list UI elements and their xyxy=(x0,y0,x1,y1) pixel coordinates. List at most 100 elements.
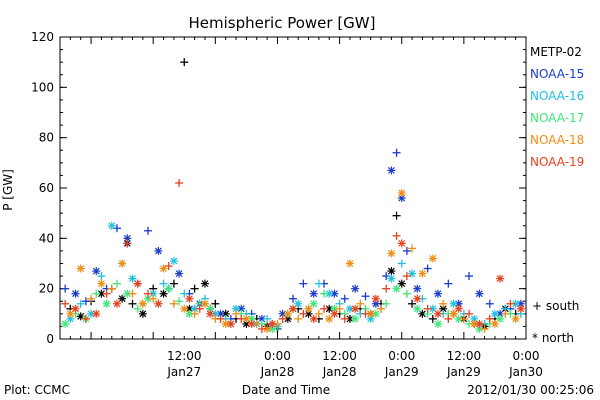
point-north xyxy=(138,299,147,308)
point-south xyxy=(278,314,287,323)
point-north xyxy=(330,289,339,298)
point-south xyxy=(314,309,323,318)
x-tick-date-label: Jan28 xyxy=(260,365,295,379)
point-north xyxy=(92,309,101,318)
point-north xyxy=(454,304,463,313)
point-south xyxy=(423,304,432,313)
point-north xyxy=(169,256,178,265)
x-tick-date-label: Jan30 xyxy=(508,365,543,379)
point-south xyxy=(190,309,199,318)
point-south xyxy=(402,289,411,298)
point-south xyxy=(356,299,365,308)
point-south xyxy=(164,262,173,271)
point-north xyxy=(351,314,360,323)
point-north xyxy=(371,299,380,308)
point-north xyxy=(413,294,422,303)
point-north xyxy=(433,289,442,298)
legend-entry: NOAA-17 xyxy=(530,111,584,125)
x-axis: 12:00 Jan27 0:00 Jan28 12:00 Jan28 0:00 Jan29 12… xyxy=(59,37,543,379)
point-south xyxy=(232,309,241,318)
point-north xyxy=(289,304,297,313)
x-tick-time-label: 0:00 xyxy=(513,349,540,363)
point-south xyxy=(361,292,370,301)
data-points xyxy=(61,58,525,333)
point-south xyxy=(299,309,308,318)
point-north xyxy=(309,289,318,298)
point-south xyxy=(97,272,106,281)
point-north xyxy=(92,267,101,276)
x-tick-date-label: Jan27 xyxy=(166,365,201,379)
point-north xyxy=(325,314,334,323)
point-north xyxy=(123,289,132,298)
x-tick-time-label: 0:00 xyxy=(264,349,291,363)
point-north xyxy=(309,299,318,308)
point-south xyxy=(428,314,437,323)
point-north xyxy=(102,299,111,308)
point-south xyxy=(81,297,90,306)
point-south xyxy=(180,58,189,67)
point-south xyxy=(175,297,184,306)
point-south xyxy=(320,289,329,298)
point-south xyxy=(107,284,116,293)
point-south xyxy=(439,299,448,308)
point-south xyxy=(506,299,515,308)
point-north xyxy=(475,289,484,298)
point-north xyxy=(325,289,334,298)
point-south xyxy=(144,226,153,235)
point-north xyxy=(387,267,396,276)
point-south xyxy=(382,299,391,308)
point-south xyxy=(195,304,204,313)
point-south xyxy=(61,299,70,308)
marker-legend-entry: * north xyxy=(532,331,574,345)
point-south xyxy=(392,231,401,240)
point-south xyxy=(444,279,453,288)
point-north xyxy=(371,294,380,303)
point-south xyxy=(149,294,158,303)
point-south xyxy=(392,148,401,157)
point-south xyxy=(392,211,401,220)
point-north xyxy=(66,314,75,323)
point-south xyxy=(81,314,90,323)
point-south xyxy=(485,299,494,308)
point-south xyxy=(402,272,411,281)
point-north xyxy=(449,299,458,308)
point-south xyxy=(335,304,344,313)
point-north xyxy=(490,309,499,318)
legend-entry: NOAA-15 xyxy=(530,67,584,81)
point-north xyxy=(433,309,442,318)
point-south xyxy=(257,324,266,333)
point-south xyxy=(190,284,199,293)
point-north xyxy=(345,259,354,268)
point-north xyxy=(397,239,406,248)
point-north xyxy=(268,319,277,328)
point-north xyxy=(309,314,318,323)
point-north xyxy=(516,304,525,313)
point-north xyxy=(496,314,505,323)
point-north xyxy=(200,279,209,288)
point-south xyxy=(128,289,137,298)
point-south xyxy=(216,314,225,323)
point-north xyxy=(283,314,292,323)
point-south xyxy=(76,299,85,308)
x-axis-label: Date and Time xyxy=(242,383,330,397)
point-south xyxy=(133,304,142,313)
chart-title: Hemispheric Power [GW] xyxy=(189,14,376,32)
series-legend: METP-02 NOAA-15 NOAA-16 NOAA-17 NOAA-18 NOAA-… xyxy=(530,45,584,169)
x-tick-date-label: Jan29 xyxy=(384,365,419,379)
point-south xyxy=(465,272,474,281)
point-north xyxy=(133,279,142,288)
point-north xyxy=(449,309,458,318)
point-north xyxy=(71,304,80,313)
x-tick-time-label: 0:00 xyxy=(388,349,415,363)
point-north xyxy=(397,279,406,288)
point-south xyxy=(382,284,391,293)
point-north xyxy=(387,249,396,258)
point-south xyxy=(175,178,184,187)
point-north xyxy=(490,319,499,328)
y-tick-label: 0 xyxy=(46,332,54,346)
point-south xyxy=(408,244,417,253)
point-north xyxy=(128,274,137,283)
point-north xyxy=(413,284,422,293)
point-south xyxy=(128,299,137,308)
